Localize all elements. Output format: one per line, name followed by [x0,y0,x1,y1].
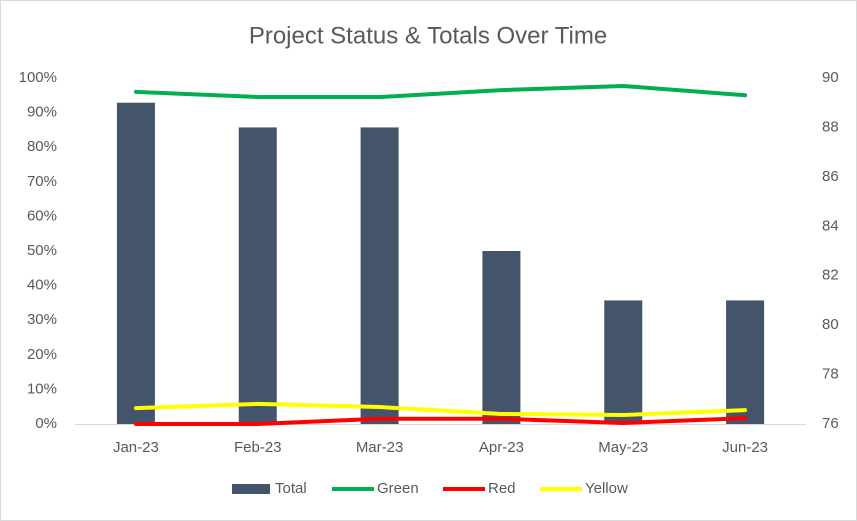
y-tick-label: 20% [27,346,57,363]
bar [482,251,521,424]
legend-label: Yellow [585,480,628,497]
y-tick-label: 100% [19,69,57,86]
x-tick-label: Jun-23 [722,439,768,456]
line [133,401,748,418]
bar [726,300,765,424]
legend-swatch [232,484,270,494]
y-tick-label: 40% [27,277,57,294]
y-tick-label: 80% [27,138,57,155]
y2-tick-label: 88 [822,118,839,135]
legend-label: Red [488,480,516,497]
legend-label: Total [275,480,307,497]
y-tick-label: 70% [27,173,57,190]
y2-tick-label: 84 [822,217,839,234]
y2-tick-label: 78 [822,366,839,383]
y-tick-label: 30% [27,311,57,328]
line [133,416,748,426]
y2-tick-label: 90 [822,69,839,86]
y-tick-label: 50% [27,242,57,259]
y2-tick-label: 86 [822,168,839,185]
y-tick-label: 60% [27,207,57,224]
bar [604,300,643,424]
line [133,83,748,100]
chart-title: Project Status & Totals Over Time [249,22,607,49]
y2-tick-label: 82 [822,267,839,284]
x-tick-label: May-23 [598,439,648,456]
legend-label: Green [377,480,419,497]
y-tick-label: 0% [35,415,57,432]
bar [116,102,155,424]
y-tick-label: 10% [27,380,57,397]
y-tick-label: 90% [27,104,57,121]
y2-tick-label: 80 [822,316,839,333]
x-tick-label: Mar-23 [356,439,404,456]
bar [360,127,399,424]
x-tick-label: Feb-23 [234,439,282,456]
x-tick-label: Jan-23 [113,439,159,456]
x-tick-label: Apr-23 [479,439,524,456]
bar [238,127,277,424]
y2-tick-label: 76 [822,415,839,432]
